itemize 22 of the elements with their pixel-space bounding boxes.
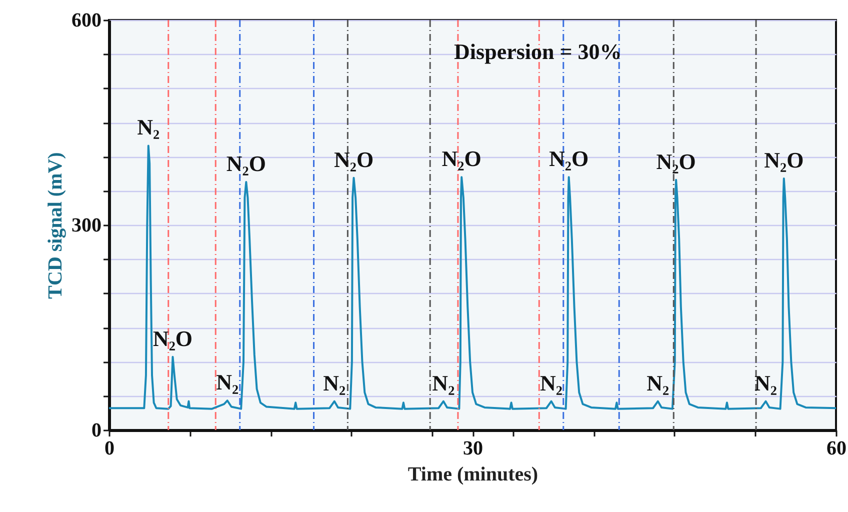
annotation: N₂O xyxy=(152,326,193,351)
y-tick-label: 0 xyxy=(92,420,102,442)
annotation: N₂O xyxy=(442,146,482,172)
annotation: N₂O xyxy=(549,146,589,172)
annotation: N₂ xyxy=(754,370,778,396)
annotation: N₂ xyxy=(216,370,240,395)
annotation: N₂O xyxy=(226,150,266,176)
annotation: N₂ xyxy=(540,370,563,396)
y-tick-label: 300 xyxy=(72,214,102,236)
annotation: N₂ xyxy=(323,370,346,396)
annotation: N₂ xyxy=(646,370,670,396)
annotation: N₂O xyxy=(656,148,696,174)
y-tick-label: 600 xyxy=(72,10,102,32)
annotation: N₂O xyxy=(334,146,374,172)
x-axis-title: Time (minutes) xyxy=(408,464,538,486)
line-series xyxy=(108,144,837,410)
annotation: N₂O xyxy=(764,148,804,173)
x-tick-label: 60 xyxy=(826,438,846,460)
annotation: N₂ xyxy=(432,370,456,396)
x-tick-label: 30 xyxy=(463,438,483,460)
y-axis-title: TCD signal (mV) xyxy=(44,152,66,299)
annotation: N₂ xyxy=(137,114,160,140)
